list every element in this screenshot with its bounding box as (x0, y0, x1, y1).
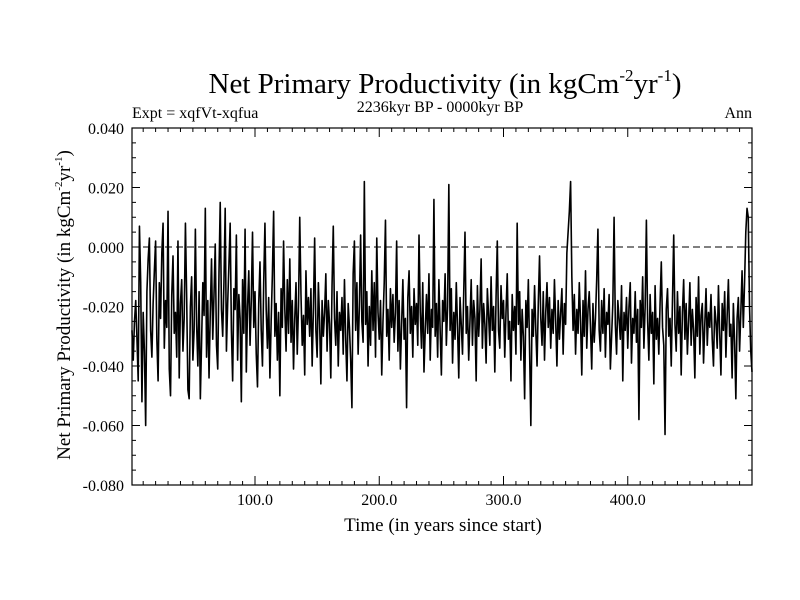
chart-subtitle: 2236kyr BP - 0000kyr BP (357, 99, 524, 116)
y-tick-label: -0.060 (83, 419, 124, 436)
y-tick-label: -0.020 (83, 300, 124, 317)
y-tick-label: -0.040 (83, 359, 124, 376)
x-tick-label: 400.0 (610, 492, 646, 509)
y-tick-label: -0.080 (83, 478, 124, 495)
y-tick-label: 0.020 (88, 181, 124, 198)
axis-ticks-group (132, 127, 753, 486)
y-tick-label: 0.000 (88, 240, 124, 257)
x-tick-label: 200.0 (361, 492, 397, 509)
y-tick-label: 0.040 (88, 121, 124, 138)
season-label: Ann (724, 105, 752, 122)
tick-labels-group: -0.080 -0.060 -0.040 -0.020 0.000 0.020 0.040 1… (83, 121, 646, 509)
x-tick-label: 100.0 (237, 492, 273, 509)
x-axis-label: Time (in years since start) (344, 515, 542, 536)
x-tick-label: 300.0 (486, 492, 522, 509)
y-axis-label: Net Primary Productivity (in kgCm-2yr-1) (53, 150, 75, 460)
plot-frame (131, 127, 753, 486)
experiment-label: Expt = xqfVt-xqfua (132, 105, 258, 122)
series-group (131, 180, 753, 436)
chart-title: Net Primary Productivity (in kgCm-2yr-1) (209, 66, 682, 100)
npp-series-line (131, 180, 753, 436)
